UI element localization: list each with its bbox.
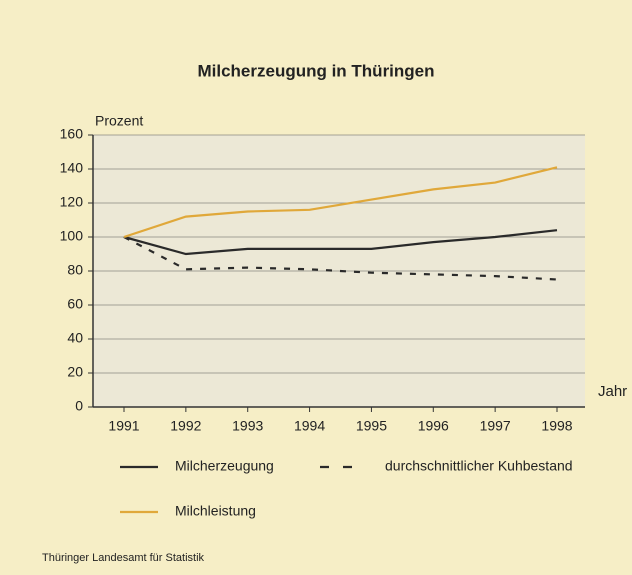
y-tick-label: 60 (67, 296, 83, 312)
series-line (123, 166, 558, 239)
x-tick-label: 1991 (108, 418, 139, 434)
x-tick-label: 1998 (541, 418, 572, 434)
y-tick-label: 140 (60, 160, 84, 176)
y-tick-label: 120 (60, 194, 84, 210)
legend-label: durchschnittlicher Kuhbestand (385, 458, 573, 474)
y-tick-label: 100 (60, 228, 84, 244)
y-tick-label: 160 (60, 126, 84, 142)
x-tick-label: 1992 (170, 418, 201, 434)
series-line (123, 236, 558, 281)
y-tick-label: 40 (67, 330, 83, 346)
series-line (123, 229, 558, 256)
source: Thüringer Landesamt für Statistik (42, 552, 205, 564)
x-axis-label: Jahr (598, 383, 627, 400)
x-tick-label: 1996 (418, 418, 449, 434)
y-tick-label: 80 (67, 262, 83, 278)
y-axis-label: Prozent (95, 113, 143, 129)
y-tick-label: 20 (67, 364, 83, 380)
x-tick-label: 1997 (480, 418, 511, 434)
x-tick-label: 1993 (232, 418, 263, 434)
y-tick-label: 0 (75, 398, 83, 414)
chart-title: Milcherzeugung in Thüringen (197, 61, 434, 80)
legend-label: Milcherzeugung (175, 458, 274, 474)
x-tick-label: 1994 (294, 418, 325, 434)
x-tick-label: 1995 (356, 418, 387, 434)
legend-label: Milchleistung (175, 503, 256, 519)
